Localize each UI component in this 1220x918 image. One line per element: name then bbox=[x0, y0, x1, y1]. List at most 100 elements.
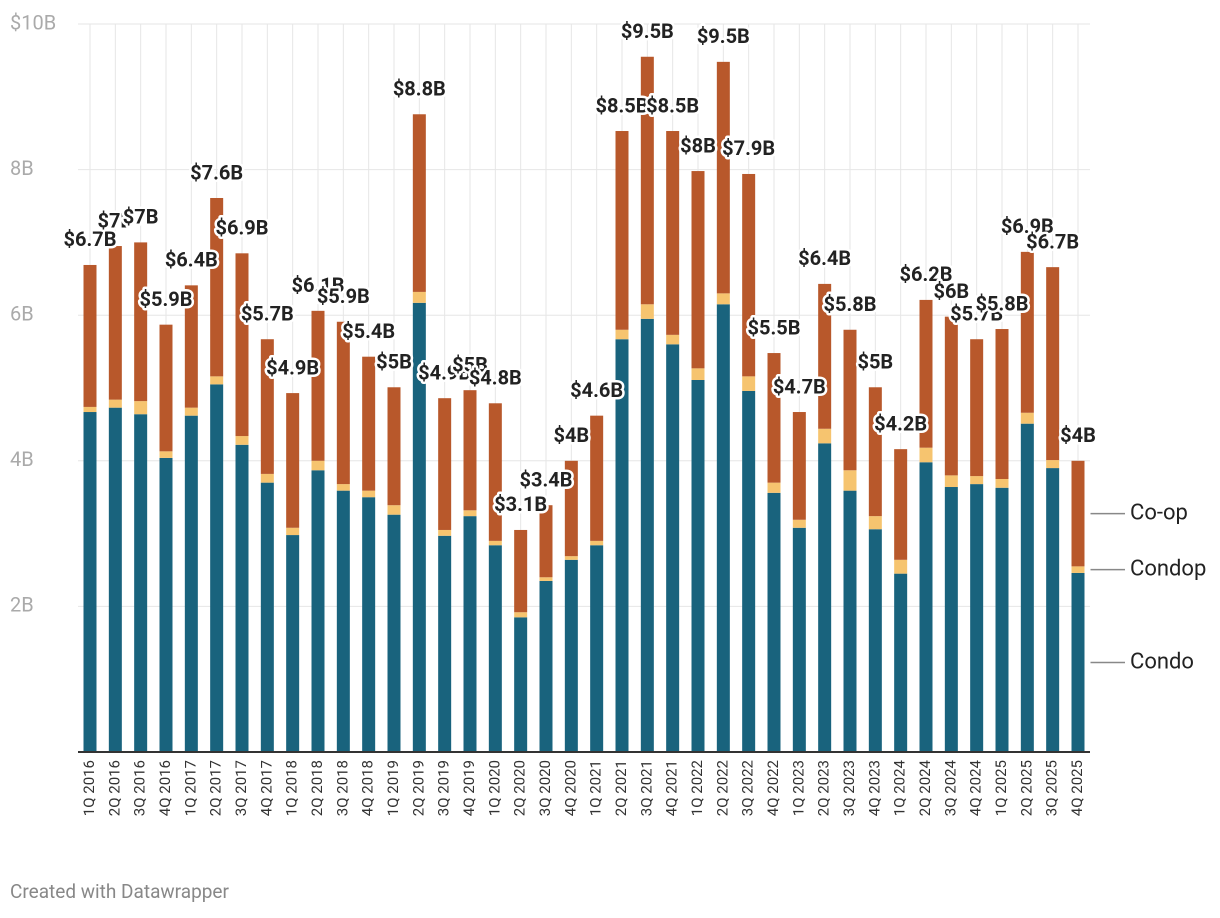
bar-segment bbox=[767, 353, 781, 483]
y-tick-label: $10B bbox=[10, 10, 56, 34]
total-label: $8.8B bbox=[393, 77, 446, 101]
bar-segment bbox=[615, 131, 629, 330]
total-label: $5.8B bbox=[824, 292, 877, 316]
bar-segment bbox=[716, 304, 730, 752]
x-tick-label: 1Q 2019 bbox=[384, 760, 402, 816]
x-tick-label: 1Q 2023 bbox=[789, 760, 807, 816]
bar-segment bbox=[108, 407, 122, 752]
total-label: $4.9B bbox=[418, 360, 471, 384]
bar-segment bbox=[995, 329, 1009, 479]
bar-segment bbox=[944, 487, 958, 752]
bar-segment bbox=[311, 470, 325, 752]
x-tick-label: 4Q 2016 bbox=[156, 760, 174, 816]
bar-segment bbox=[818, 428, 832, 444]
bar-segment bbox=[210, 384, 224, 752]
total-label: $7B bbox=[123, 205, 159, 229]
total-label: $9.5B bbox=[697, 24, 750, 48]
bar-segment bbox=[362, 490, 376, 498]
bar-segment bbox=[666, 131, 680, 335]
x-tick-label: 2Q 2019 bbox=[409, 760, 427, 816]
x-tick-label: 4Q 2018 bbox=[359, 760, 377, 816]
x-tick-label: 1Q 2020 bbox=[485, 760, 503, 816]
x-tick-label: 3Q 2020 bbox=[536, 760, 554, 816]
bar-segment bbox=[792, 519, 806, 528]
bar-segment bbox=[868, 387, 882, 517]
footer: Created with Datawrapper bbox=[10, 880, 229, 903]
bar-segment bbox=[894, 449, 908, 560]
x-tick-label: 3Q 2016 bbox=[131, 760, 149, 816]
total-label: $5.4B bbox=[342, 319, 395, 343]
bar-segment bbox=[260, 482, 274, 752]
bar-segment bbox=[159, 324, 173, 452]
bar-segment bbox=[539, 577, 553, 581]
total-label: $4.2B bbox=[874, 411, 927, 435]
x-tick-label: 2Q 2024 bbox=[916, 759, 934, 816]
bar-segment bbox=[666, 344, 680, 752]
bar-segment bbox=[995, 487, 1009, 752]
bar-segment bbox=[868, 516, 882, 530]
bar-segment bbox=[1071, 566, 1085, 573]
bar-segment bbox=[843, 470, 857, 491]
x-tick-label: 3Q 2017 bbox=[232, 760, 250, 816]
bar-segment bbox=[134, 242, 148, 402]
bar-segment bbox=[488, 545, 502, 752]
bar-segment bbox=[995, 479, 1009, 488]
bar-segment bbox=[767, 492, 781, 752]
bar-segment bbox=[336, 484, 350, 491]
bar-segment bbox=[1046, 468, 1060, 752]
bar-segment bbox=[539, 505, 553, 578]
bar-segment bbox=[1071, 572, 1085, 752]
x-tick-label: 1Q 2021 bbox=[587, 760, 605, 816]
bar-segment bbox=[235, 253, 249, 437]
x-tick-label: 4Q 2017 bbox=[257, 760, 275, 816]
bar-segment bbox=[1046, 267, 1060, 461]
bar-segment bbox=[514, 529, 528, 613]
total-label: $5B bbox=[452, 352, 488, 376]
x-tick-label: 4Q 2020 bbox=[561, 760, 579, 816]
bar-segment bbox=[311, 310, 325, 461]
total-label: $6.7B bbox=[1026, 229, 1079, 253]
bar-segment bbox=[514, 612, 528, 618]
total-label: $6.9B bbox=[216, 216, 269, 240]
total-label: $4B bbox=[1060, 423, 1096, 447]
total-label: $5.8B bbox=[976, 291, 1029, 315]
y-tick-label: 2B bbox=[10, 593, 34, 617]
bar-segment bbox=[590, 415, 604, 541]
total-label: $4.9B bbox=[266, 355, 319, 379]
bar-segment bbox=[564, 559, 578, 752]
bar-segment bbox=[1046, 460, 1060, 469]
bar-segment bbox=[666, 334, 680, 345]
bar-segment bbox=[843, 329, 857, 471]
x-tick-label: 4Q 2025 bbox=[1068, 760, 1086, 816]
bar-segment bbox=[919, 462, 933, 752]
x-tick-label: 2Q 2022 bbox=[713, 760, 731, 816]
bar-segment bbox=[387, 387, 401, 506]
bar-segment bbox=[970, 484, 984, 752]
bar-segment bbox=[336, 321, 350, 485]
bar-segment bbox=[463, 516, 477, 752]
series-label: Condop bbox=[1130, 556, 1206, 581]
x-tick-label: 4Q 2023 bbox=[865, 760, 883, 816]
bar-segment bbox=[716, 293, 730, 305]
y-tick-label: 8B bbox=[10, 156, 34, 180]
x-tick-label: 1Q 2018 bbox=[283, 760, 301, 816]
total-label: $5.7B bbox=[241, 302, 294, 326]
bar-segment bbox=[970, 476, 984, 485]
x-tick-label: 1Q 2017 bbox=[181, 760, 199, 816]
bar-segment bbox=[818, 443, 832, 752]
bar-segment bbox=[438, 398, 452, 530]
bar-segment bbox=[235, 444, 249, 752]
bar-segment bbox=[590, 545, 604, 752]
total-label: $6.1B bbox=[292, 273, 345, 297]
bar-segment bbox=[691, 368, 705, 380]
x-tick-label: 1Q 2022 bbox=[688, 760, 706, 816]
bar-segment bbox=[463, 510, 477, 517]
bar-segment bbox=[362, 497, 376, 752]
x-tick-label: 3Q 2021 bbox=[637, 760, 655, 816]
bar-segment bbox=[615, 329, 629, 340]
bar-segment bbox=[387, 514, 401, 752]
bar-segment bbox=[944, 316, 958, 476]
total-label: $4.8B bbox=[469, 366, 522, 390]
total-label: $5.9B bbox=[140, 287, 193, 311]
x-tick-label: 1Q 2016 bbox=[80, 760, 98, 816]
